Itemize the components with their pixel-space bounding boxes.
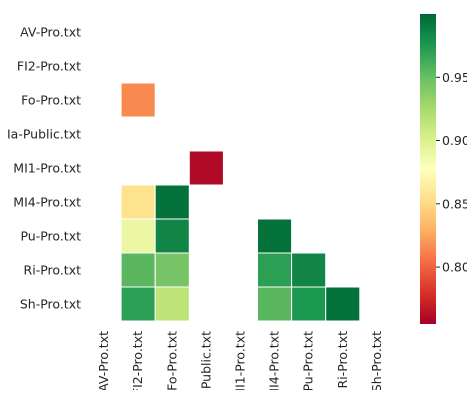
- heatmap-cell: [257, 252, 293, 288]
- heatmap-cell: [120, 286, 156, 322]
- colorbar-tick-label: 0.85: [442, 196, 467, 211]
- heatmap-cell: [188, 150, 224, 186]
- y-tick-labels: AV-Pro.txt FI2-Pro.txt Fo-Pro.txt Ia-Public…: [7, 25, 81, 312]
- heatmap-cell: [154, 286, 190, 322]
- heatmap-cell: [291, 252, 327, 288]
- colorbar-tick-label: 0.95: [442, 70, 467, 85]
- heatmap-cell: [120, 184, 156, 220]
- y-tick-label: Ri-Pro.txt: [24, 263, 82, 278]
- colorbar: 0.80 0.85 0.90 0.95: [420, 14, 467, 324]
- heatmap-cell: [291, 286, 327, 322]
- x-tick-label: Sh-Pro.txt: [369, 331, 384, 390]
- x-tick-label: Fo-Pro.txt: [164, 331, 179, 390]
- x-tick-labels: AV-Pro.txt FI2-Pro.txt Fo-Pro.txt Ia-Public…: [96, 331, 384, 395]
- x-tick-label: MI4-Pro.txt: [267, 331, 282, 390]
- colorbar-gradient: [420, 14, 436, 324]
- y-tick-label: AV-Pro.txt: [20, 25, 81, 40]
- x-tick-label: MI1-Pro.txt: [233, 331, 248, 390]
- heatmap-cell: [120, 82, 156, 118]
- x-tick-label: AV-Pro.txt: [96, 331, 111, 390]
- x-tick-label: Ia-Public.txt: [198, 331, 213, 390]
- colorbar-tick-label: 0.80: [442, 260, 467, 275]
- heatmap-cell: [154, 218, 190, 254]
- colorbar-ticks: 0.80 0.85 0.90 0.95: [436, 70, 467, 275]
- y-tick-label: MI4-Pro.txt: [13, 195, 81, 210]
- heatmap-cell: [257, 286, 293, 322]
- x-tick-label: FI2-Pro.txt: [130, 331, 145, 390]
- colorbar-tick-label: 0.90: [442, 133, 467, 148]
- heatmap-cells: [120, 82, 361, 322]
- heatmap-cell: [325, 286, 361, 322]
- heatmap-cell: [257, 218, 293, 254]
- heatmap-cell: [154, 184, 190, 220]
- x-tick-label: Pu-Pro.txt: [301, 331, 316, 390]
- heatmap-cell: [154, 252, 190, 288]
- x-tick-label: Ri-Pro.txt: [335, 331, 350, 389]
- heatmap-cell: [120, 218, 156, 254]
- y-tick-label: Sh-Pro.txt: [20, 297, 81, 312]
- y-tick-label: Fo-Pro.txt: [21, 93, 81, 108]
- heatmap-cell: [120, 252, 156, 288]
- y-tick-label: Pu-Pro.txt: [20, 229, 81, 244]
- y-tick-label: FI2-Pro.txt: [17, 59, 81, 74]
- y-tick-label: MI1-Pro.txt: [13, 161, 81, 176]
- y-tick-label: Ia-Public.txt: [7, 127, 81, 142]
